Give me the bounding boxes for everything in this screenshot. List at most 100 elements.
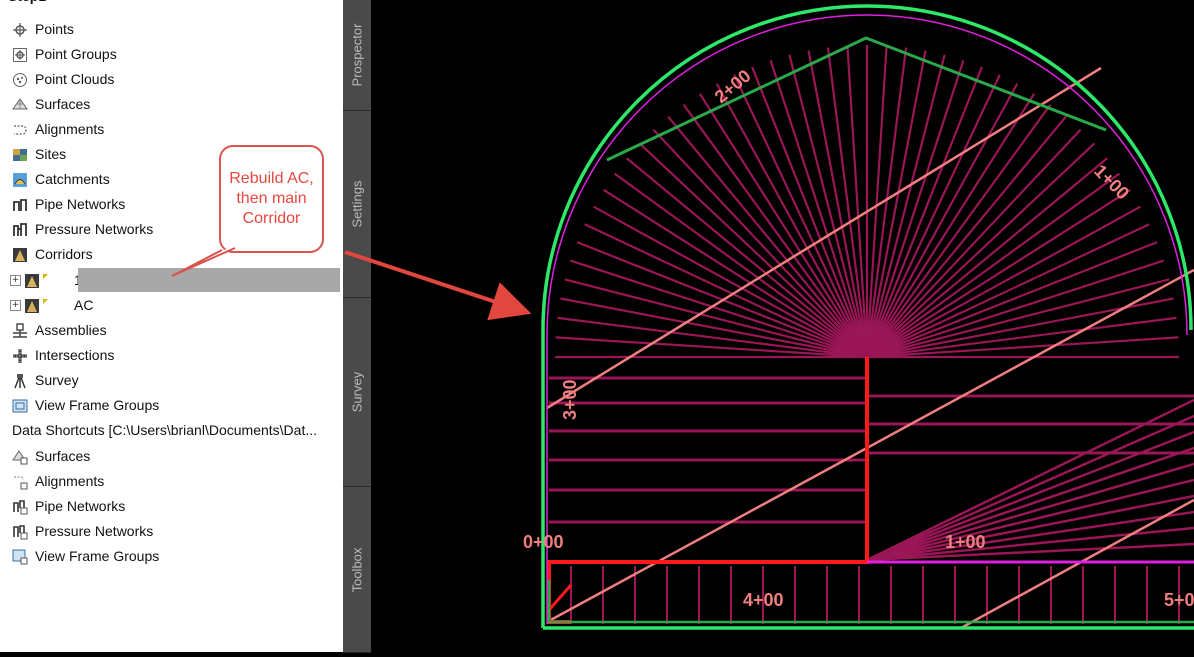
radial-line xyxy=(603,188,868,358)
tree-item-alignments[interactable]: Alignments xyxy=(12,117,104,142)
tree-item-survey[interactable]: Survey xyxy=(12,368,79,393)
radial-line xyxy=(866,241,1158,359)
radial-line xyxy=(866,115,1067,358)
alignment-line xyxy=(960,498,1194,630)
station-label: 5+00 xyxy=(1164,590,1194,610)
radial-line xyxy=(865,47,908,358)
diagonal-line xyxy=(866,494,1194,562)
tree-partial-header: Step1 xyxy=(8,0,46,9)
tree-item-label: Alignments xyxy=(35,121,105,137)
radial-line xyxy=(865,50,927,358)
tree-item-pipe-networks[interactable]: Pipe Networks xyxy=(12,192,125,217)
radial-line xyxy=(866,205,1141,358)
radial-line xyxy=(826,47,869,358)
radial-line xyxy=(698,93,868,358)
tree-item-label: Intersections xyxy=(35,347,115,363)
point-groups-icon xyxy=(12,47,28,63)
tree-item-pressure-networks[interactable]: Pressure Networks xyxy=(12,519,153,544)
radial-line xyxy=(555,336,868,359)
radial-line xyxy=(564,278,868,359)
data-shortcuts-header[interactable]: Data Shortcuts [C:\Users\brianl\Document… xyxy=(12,422,317,438)
diagonal-line xyxy=(866,478,1194,562)
radial-line xyxy=(846,45,869,358)
diagonal-line xyxy=(866,462,1194,562)
pressure-networks-icon xyxy=(12,222,28,238)
tree-item-surfaces[interactable]: Surfaces xyxy=(12,92,90,117)
tree-item-corridors[interactable]: Corridors xyxy=(12,242,93,267)
ds-pipe-networks-icon xyxy=(12,499,28,515)
tree-item-view-frame-groups[interactable]: View Frame Groups xyxy=(12,544,159,569)
radial-line xyxy=(715,83,868,358)
radial-line xyxy=(625,157,868,358)
survey-icon xyxy=(12,373,28,389)
alignments-icon xyxy=(12,122,28,138)
drawing-svg: 2+001+003+000+001+004+005+00 xyxy=(523,4,1194,630)
diagonal-line xyxy=(866,414,1194,562)
tree-item-label: Pressure Networks xyxy=(35,523,154,539)
tree-item-label: Catchments xyxy=(35,171,110,187)
tree-item-point-groups[interactable]: Point Groups xyxy=(12,42,117,67)
tree-item-catchments[interactable]: Catchments xyxy=(12,167,110,192)
radial-line xyxy=(866,83,1019,358)
ds-pressure-networks-icon xyxy=(12,524,28,540)
radial-line xyxy=(751,66,869,358)
tree-item-label: Pipe Networks xyxy=(35,498,126,514)
station-label: 3+00 xyxy=(560,379,580,420)
diagonal-line xyxy=(866,446,1194,562)
ds-view-frame-groups-icon xyxy=(12,549,28,565)
tree-item-label: Corridors xyxy=(35,246,93,262)
radial-line xyxy=(865,66,983,358)
tree-item-sites[interactable]: Sites xyxy=(12,142,66,167)
tree-item-label: Assemblies xyxy=(35,322,107,338)
radial-line xyxy=(866,259,1165,359)
callout-box: Rebuild AC, then main Corridor xyxy=(219,145,324,253)
points-icon xyxy=(12,22,28,38)
tree-item-pipe-networks[interactable]: Pipe Networks xyxy=(12,494,125,519)
tree-item-alignments[interactable]: Alignments xyxy=(12,469,104,494)
tree-item-label: Pipe Networks xyxy=(35,196,126,212)
radial-line xyxy=(613,172,868,358)
tree-item-label: Surfaces xyxy=(35,448,91,464)
tab-toolbox[interactable]: Toolbox xyxy=(343,487,371,653)
tab-prospector[interactable]: Prospector xyxy=(343,0,371,111)
diagonal-line xyxy=(866,510,1194,562)
tab-survey[interactable]: Survey xyxy=(343,298,371,487)
radial-line xyxy=(569,259,868,359)
radial-line xyxy=(866,103,1052,358)
tree-item-pressure-networks[interactable]: Pressure Networks xyxy=(12,217,153,242)
ds-alignments-icon xyxy=(12,474,28,490)
tree-item-label: View Frame Groups xyxy=(35,548,160,564)
tree-item-ac[interactable]: + AC xyxy=(10,293,93,318)
corridors-icon xyxy=(12,247,28,263)
radial-line xyxy=(866,93,1036,358)
sites-icon xyxy=(12,147,28,163)
tree-item-surfaces[interactable]: Surfaces xyxy=(12,444,90,469)
drawing-canvas[interactable]: 2+001+003+000+001+004+005+00 xyxy=(371,0,1194,652)
tab-survey-label: Survey xyxy=(349,371,365,413)
radial-line xyxy=(865,45,888,358)
tree-item-intersections[interactable]: Intersections xyxy=(12,343,114,368)
radial-line xyxy=(769,59,869,358)
tree-item-label: AC xyxy=(74,297,94,313)
tree-item-view-frame-groups[interactable]: View Frame Groups xyxy=(12,393,159,418)
expander-icon[interactable]: + xyxy=(10,275,21,286)
tree-item-label: Survey xyxy=(35,372,79,388)
radial-line xyxy=(866,316,1177,359)
radial-line xyxy=(866,172,1121,358)
tree-item-label: Point Clouds xyxy=(35,71,115,87)
tree-item-label: Point Groups xyxy=(35,46,117,62)
tree-item-point-clouds[interactable]: Point Clouds xyxy=(12,67,114,92)
radial-line xyxy=(866,336,1179,359)
flag-icon xyxy=(43,299,48,304)
tree-item-label: Alignments xyxy=(35,473,105,489)
tab-settings[interactable]: Settings xyxy=(343,111,371,298)
flag-icon xyxy=(43,274,48,279)
expander-icon[interactable]: + xyxy=(10,300,21,311)
tree-item-assemblies[interactable]: Assemblies xyxy=(12,318,107,343)
diagonal-line xyxy=(866,526,1194,562)
radial-line xyxy=(866,142,1096,358)
radial-line xyxy=(866,278,1170,359)
green-chord xyxy=(547,580,1194,624)
tree-item-points[interactable]: Points xyxy=(12,17,74,42)
prospector-panel: Step1 Points Point Groups Point Clouds Surf… xyxy=(0,0,343,652)
